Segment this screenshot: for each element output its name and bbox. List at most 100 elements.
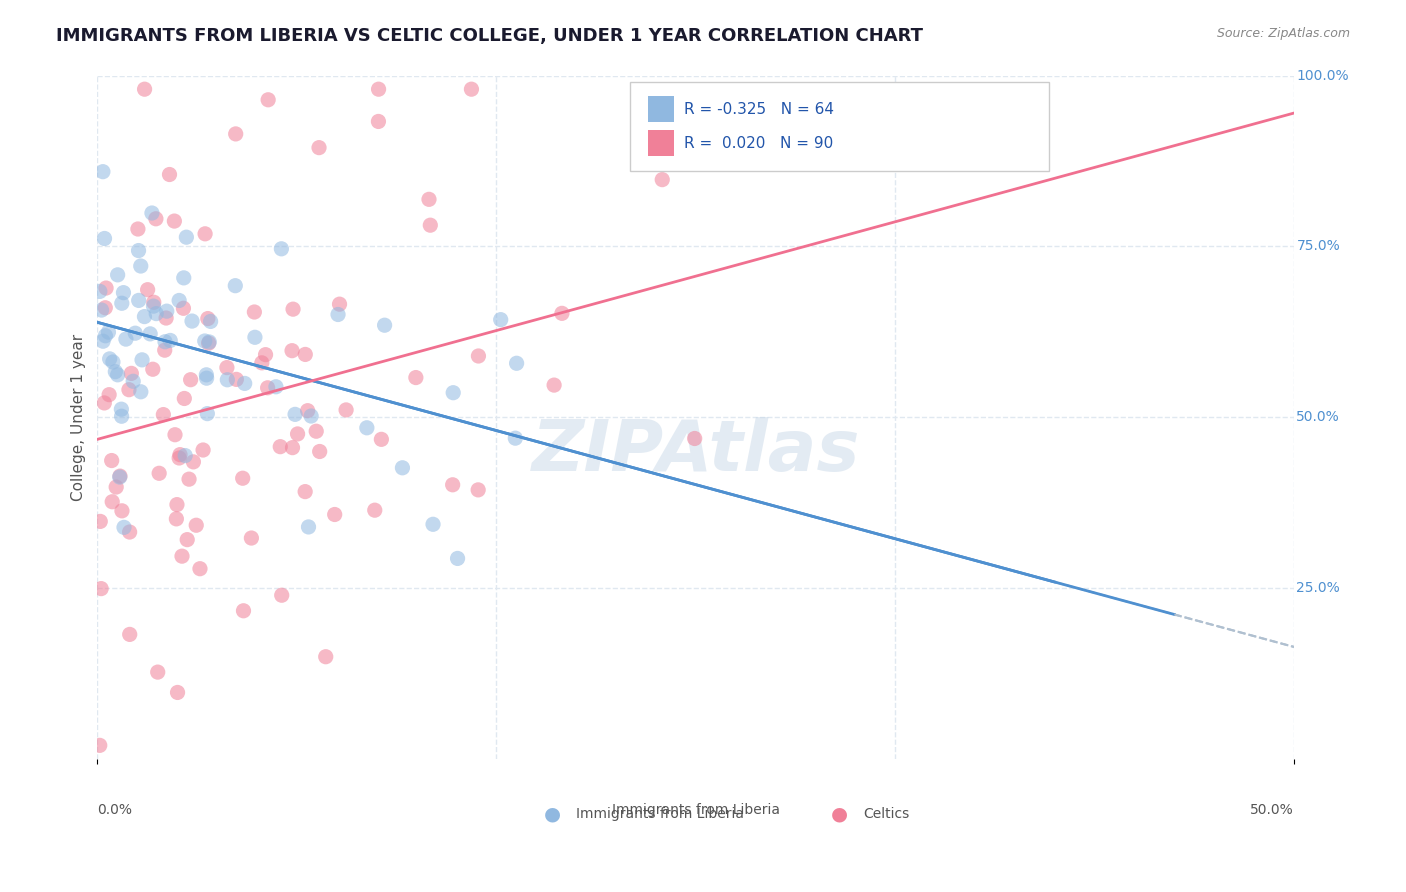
Point bbox=[197, 336, 219, 351]
Point bbox=[367, 82, 389, 96]
Point bbox=[110, 402, 132, 417]
Point bbox=[188, 562, 211, 576]
Point bbox=[195, 371, 218, 385]
Point bbox=[159, 168, 181, 182]
Point bbox=[441, 385, 464, 400]
Point bbox=[124, 326, 146, 341]
Text: 25.0%: 25.0% bbox=[1296, 582, 1340, 595]
Point bbox=[240, 531, 263, 545]
Point bbox=[200, 314, 222, 328]
Text: ●: ● bbox=[831, 805, 848, 823]
Point bbox=[176, 533, 198, 547]
Point bbox=[281, 343, 304, 358]
Point bbox=[256, 381, 278, 395]
Point bbox=[146, 665, 169, 679]
Point bbox=[232, 471, 254, 485]
Point bbox=[98, 351, 121, 366]
Point bbox=[215, 360, 238, 375]
Point bbox=[173, 392, 195, 406]
Point bbox=[225, 372, 247, 386]
Point bbox=[145, 211, 167, 226]
Point bbox=[142, 295, 165, 310]
Point bbox=[270, 242, 292, 256]
Point bbox=[183, 455, 205, 469]
Point bbox=[163, 214, 186, 228]
Point bbox=[91, 334, 114, 349]
Point bbox=[128, 244, 150, 258]
Point bbox=[101, 355, 124, 369]
Point bbox=[243, 330, 266, 344]
Point bbox=[91, 164, 114, 178]
Point bbox=[111, 504, 134, 518]
Point bbox=[269, 440, 291, 454]
Point bbox=[299, 409, 322, 423]
Point bbox=[108, 470, 131, 484]
Point bbox=[105, 480, 128, 494]
Text: ●: ● bbox=[544, 805, 561, 823]
Point bbox=[374, 318, 396, 333]
Point bbox=[134, 310, 156, 324]
Point bbox=[101, 494, 124, 508]
Point bbox=[173, 271, 195, 285]
Point bbox=[197, 311, 219, 326]
Point bbox=[131, 352, 153, 367]
Point bbox=[166, 498, 188, 512]
Point bbox=[89, 285, 111, 299]
Point bbox=[120, 367, 142, 381]
Point bbox=[287, 426, 309, 441]
Point bbox=[281, 441, 304, 455]
Point bbox=[89, 739, 111, 753]
Point bbox=[505, 356, 527, 370]
Point bbox=[163, 427, 186, 442]
Point bbox=[148, 467, 170, 481]
Point bbox=[323, 508, 346, 522]
Point bbox=[181, 314, 204, 328]
Point bbox=[186, 518, 208, 533]
FancyBboxPatch shape bbox=[630, 82, 1049, 171]
Text: 75.0%: 75.0% bbox=[1296, 239, 1340, 253]
Point bbox=[250, 356, 273, 370]
Point bbox=[169, 448, 191, 462]
Point bbox=[104, 365, 127, 379]
Point bbox=[176, 230, 198, 244]
Point bbox=[128, 293, 150, 308]
Point bbox=[356, 421, 378, 435]
Point bbox=[364, 503, 387, 517]
Point bbox=[118, 627, 141, 641]
Point bbox=[391, 460, 413, 475]
Point bbox=[405, 370, 427, 384]
Point bbox=[153, 334, 176, 349]
Y-axis label: College, Under 1 year: College, Under 1 year bbox=[72, 334, 86, 500]
Point bbox=[315, 649, 337, 664]
Text: 100.0%: 100.0% bbox=[1296, 69, 1348, 83]
Point bbox=[112, 520, 135, 534]
Point bbox=[93, 396, 115, 410]
Point bbox=[180, 373, 202, 387]
Point bbox=[136, 283, 159, 297]
Text: 50.0%: 50.0% bbox=[1250, 803, 1294, 817]
Text: R =  0.020   N = 90: R = 0.020 N = 90 bbox=[683, 136, 832, 151]
Point bbox=[156, 304, 179, 318]
Point bbox=[198, 334, 221, 349]
Point bbox=[100, 453, 122, 467]
Point bbox=[194, 334, 217, 348]
Point bbox=[418, 192, 440, 206]
Point bbox=[422, 517, 444, 532]
Point bbox=[284, 408, 307, 422]
Point bbox=[152, 408, 174, 422]
Point bbox=[94, 281, 117, 295]
Point bbox=[191, 442, 214, 457]
Text: Immigrants from Liberia: Immigrants from Liberia bbox=[612, 803, 780, 817]
Point bbox=[174, 449, 197, 463]
Point bbox=[94, 301, 117, 315]
Point bbox=[167, 293, 190, 308]
Point bbox=[294, 484, 316, 499]
Point bbox=[94, 328, 117, 343]
Point bbox=[551, 306, 574, 320]
Point bbox=[308, 141, 330, 155]
Point bbox=[217, 373, 239, 387]
Text: Celtics: Celtics bbox=[863, 806, 910, 821]
Point bbox=[257, 93, 280, 107]
Point bbox=[446, 551, 468, 566]
Point bbox=[110, 409, 132, 424]
